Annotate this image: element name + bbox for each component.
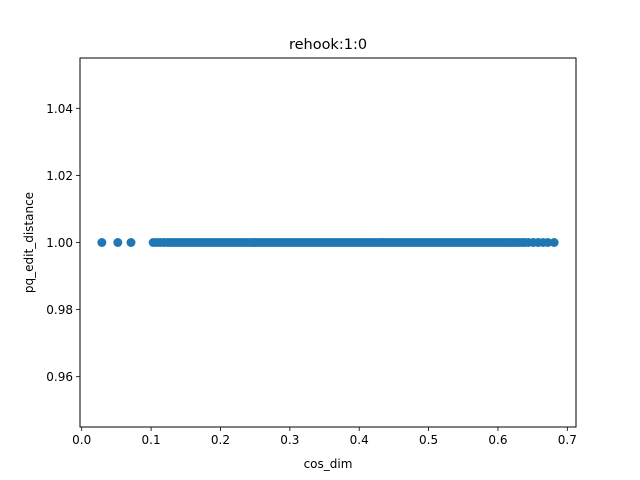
y-axis-ticks: 0.96 0.98 1.00 1.02 1.04 bbox=[46, 102, 80, 384]
data-point bbox=[543, 238, 553, 247]
y-tick-label: 1.00 bbox=[46, 236, 73, 250]
x-tick-label: 0.1 bbox=[142, 433, 161, 447]
data-point bbox=[113, 238, 123, 247]
axes-frame bbox=[79, 57, 577, 428]
x-axis-ticks: 0.0 0.1 0.2 0.3 0.4 0.5 0.6 0.7 bbox=[72, 427, 577, 447]
x-tick-label: 0.3 bbox=[280, 433, 299, 447]
chart-title: rehook:1:0 bbox=[289, 37, 367, 53]
data-point bbox=[97, 238, 107, 247]
x-tick-label: 0.2 bbox=[211, 433, 230, 447]
x-tick-label: 0.7 bbox=[558, 433, 577, 447]
y-tick-label: 1.04 bbox=[46, 102, 73, 116]
data-point bbox=[126, 238, 136, 247]
data-points bbox=[97, 238, 559, 247]
x-tick-label: 0.4 bbox=[350, 433, 369, 447]
y-tick-label: 0.98 bbox=[46, 303, 73, 317]
y-tick-label: 1.02 bbox=[46, 169, 73, 183]
x-tick-label: 0.6 bbox=[488, 433, 507, 447]
x-tick-label: 0.5 bbox=[419, 433, 438, 447]
data-point bbox=[549, 238, 559, 247]
y-axis-label: pq_edit_distance bbox=[22, 192, 36, 293]
x-axis-label: cos_dim bbox=[304, 457, 353, 471]
y-tick-label: 0.96 bbox=[46, 370, 73, 384]
x-tick-label: 0.0 bbox=[72, 433, 91, 447]
